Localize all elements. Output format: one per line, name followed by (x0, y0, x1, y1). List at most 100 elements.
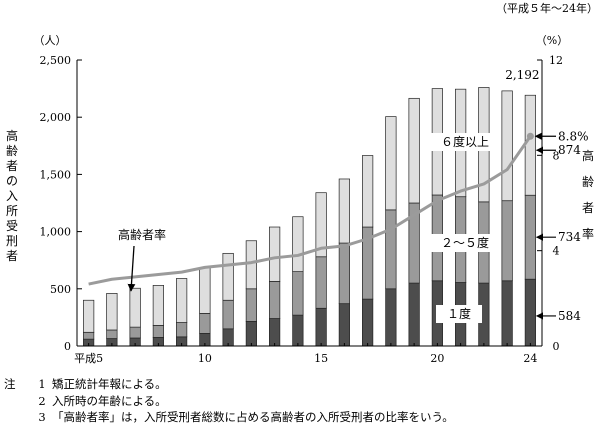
y-axis-right-title: 高齢者率 (582, 148, 594, 241)
bar-segment-2-7 (129, 326, 141, 339)
y-tick-label-left: 2,500 (40, 54, 72, 67)
x-tick-label: 平成5 (74, 352, 103, 365)
footnote-text: 入所時の年齢による。 (52, 393, 167, 408)
axis-title-char: 者 (6, 159, 18, 173)
bar-segment-2-9 (176, 322, 188, 338)
bar-segment-3-9 (176, 278, 188, 323)
axis-title-char: 齢 (582, 174, 594, 189)
rate-endpoint (526, 132, 534, 140)
x-tick-label: 15 (314, 352, 328, 365)
bar-segment-2-14 (292, 271, 304, 316)
axis-title-char: 高 (582, 148, 594, 163)
bar-segment-1-19 (408, 282, 420, 347)
axis-title-char: の (6, 174, 18, 188)
y-tick-label-left: 1,000 (40, 226, 72, 239)
x-tick-label: 10 (198, 352, 212, 365)
rate-line (88, 132, 534, 286)
footnote-key: 注 (4, 377, 16, 391)
bar-segment-1-16 (338, 303, 350, 347)
footnote-1: 注 1 矯正統計年報による。 (4, 376, 454, 393)
label-734: 734 (558, 230, 581, 244)
axis-title-char: 高 (6, 128, 18, 143)
y-tick-label-right: 4 (553, 245, 560, 258)
axis-title-char: 者 (582, 201, 594, 215)
y-tick-label-right: 0 (553, 340, 560, 353)
bar-segment-2-18 (385, 209, 397, 290)
axis-title-char: 齢 (6, 143, 18, 158)
bar-segment-1-12 (245, 321, 257, 347)
bar-segment-3-12 (245, 240, 257, 290)
x-tick-label: 24 (523, 352, 537, 365)
footnote-text: 「高齢者率」は，入所受刑者総数に占める高齢者の入所受刑者の比率をいう。 (52, 410, 454, 424)
bar-segment-3-18 (385, 116, 397, 211)
footnote-number: 1 (38, 377, 46, 391)
bar-segment-3-平成5 (83, 299, 95, 333)
bar-segment-2-13 (269, 281, 281, 319)
bar-segment-1-24 (524, 278, 536, 347)
bar-segment-3-23 (501, 90, 513, 202)
axis-title-char: 率 (582, 226, 594, 241)
y-unit-left: （人） (34, 34, 67, 47)
footnote-2: 2 入所時の年齢による。 (4, 393, 454, 410)
bar-segment-2-15 (315, 256, 327, 309)
bar-segment-3-16 (338, 178, 350, 244)
y-tick-label-left: 2,000 (40, 111, 72, 124)
bar-segment-2-平成5 (83, 331, 95, 340)
period-note: （平成５年～24年） (496, 1, 598, 15)
series-label-high-box (430, 133, 500, 151)
bar-segment-3-7 (129, 287, 141, 328)
bar-segment-3-14 (292, 216, 304, 272)
bar-segment-3-24 (524, 94, 536, 196)
bar-segment-3-17 (362, 155, 374, 228)
bar-segment-3-8 (152, 285, 164, 326)
bar-segment-2-11 (222, 299, 234, 330)
bar-segment-2-10 (199, 313, 211, 334)
series-label-mid-box (430, 234, 500, 252)
y-tick-label-left: 0 (64, 340, 71, 353)
bar-segment-3-10 (199, 267, 211, 314)
series-label-high: ６度以上 (441, 134, 489, 149)
label-rate-last: 8.8% (558, 129, 589, 143)
y-tick-label-right: 8 (553, 149, 560, 162)
series-label-mid: ２～５度 (441, 235, 489, 250)
annotations: 2,192 874 734 584 8.8% ６度以上 ２～５度 １度 高齢者率 (118, 68, 589, 323)
bar-segment-3-6 (106, 293, 118, 331)
axis-title-char: 受 (6, 219, 18, 233)
axis-title-char: 入 (6, 189, 18, 203)
x-tick-label: 20 (430, 352, 444, 365)
label-874: 874 (558, 143, 581, 157)
label-584: 584 (558, 309, 581, 323)
y-tick-label-left: 500 (50, 283, 71, 296)
axis-title-char: 刑 (6, 234, 18, 248)
total-value-label: 2,192 (505, 68, 539, 82)
bar-segment-3-11 (222, 252, 234, 301)
bar-segment-2-8 (152, 325, 164, 338)
rate-series-arrow (127, 245, 136, 292)
y-tick-label-right: 12 (549, 54, 563, 67)
axes: 0 500 1,000 1,500 2,000 2,500 0 4 8 12 平成5 10 15 20 24 (40, 54, 564, 365)
bar-segment-1-18 (385, 288, 397, 347)
axis-title-char: 者 (6, 249, 18, 263)
bar-segment-2-12 (245, 288, 257, 322)
bar-segment-2-16 (338, 242, 350, 305)
footnote-number: 3 (38, 410, 46, 424)
bar-segment-3-19 (408, 97, 420, 204)
y-tick-label-left: 1,500 (40, 168, 72, 181)
bar-segment-2-23 (501, 200, 513, 282)
bar-segment-1-14 (292, 314, 304, 347)
footnote-number: 2 (38, 393, 46, 408)
bar-segment-1-23 (501, 280, 513, 347)
elderly-inmates-chart: （平成５年～24年） （人） （%） 高齢者の入所受刑者 高齢者率 05001,… (6, 1, 598, 365)
axis-title-char: 所 (6, 204, 18, 218)
rate-series-label: 高齢者率 (118, 227, 166, 242)
footnotes: 注 1 矯正統計年報による。 2 入所時の年齢による。 3 「高齢者率」は，入所受刑者総数に… (4, 376, 454, 426)
y-axis-left-title: 高齢者の入所受刑者 (6, 128, 18, 263)
bar-segment-2-6 (106, 329, 118, 339)
bar-segment-3-13 (269, 226, 281, 282)
footnote-text: 矯正統計年報による。 (52, 377, 167, 391)
bar-segment-1-15 (315, 307, 327, 347)
series-label-low-box (436, 305, 482, 323)
bar-segment-3-15 (315, 192, 327, 258)
rate-polyline (88, 135, 532, 286)
series-label-low: １度 (447, 306, 471, 321)
